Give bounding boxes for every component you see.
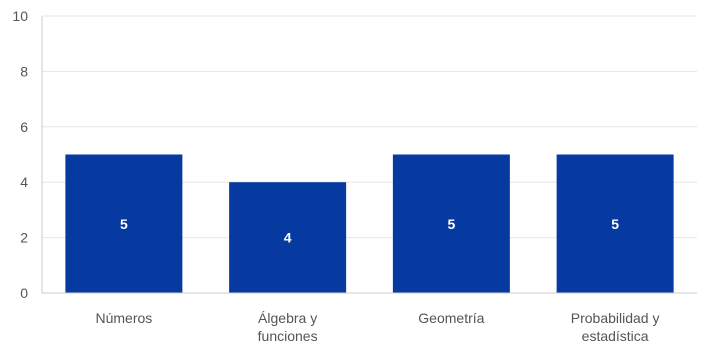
x-tick-label: Álgebra y funciones xyxy=(258,310,318,343)
x-tick-label-line: Geometría xyxy=(418,310,484,326)
data-labels: 5 4 5 5 xyxy=(120,216,619,246)
x-tick-label: Geometría xyxy=(418,310,484,326)
y-tick-label: 8 xyxy=(20,63,28,79)
y-tick-label: 4 xyxy=(20,174,28,190)
bar xyxy=(392,154,510,293)
x-tick-label: Números xyxy=(95,310,152,326)
bar xyxy=(229,182,347,293)
bar xyxy=(65,154,183,293)
y-tick-label: 0 xyxy=(20,285,28,301)
x-tick-label-line: Álgebra y xyxy=(258,310,317,326)
data-label: 5 xyxy=(611,216,619,232)
y-tick-label: 6 xyxy=(20,119,28,135)
data-label: 5 xyxy=(447,216,455,232)
axes xyxy=(41,16,697,294)
data-label: 4 xyxy=(284,230,292,246)
x-tick-label-line: Probabilidad y xyxy=(571,310,660,326)
y-tick-label: 10 xyxy=(12,8,28,24)
bars xyxy=(65,154,674,293)
data-label: 5 xyxy=(120,216,128,232)
y-axis-ticks: 0 2 4 6 8 10 xyxy=(12,8,28,301)
bar xyxy=(556,154,674,293)
x-tick-label-line: funciones xyxy=(258,328,318,343)
x-axis-labels: Números Álgebra y funciones Geometría Probab… xyxy=(95,310,659,343)
x-tick-label-line: estadística xyxy=(582,328,649,343)
x-tick-label: Probabilidad y estadística xyxy=(571,310,660,343)
x-tick-label-line: Números xyxy=(95,310,152,326)
y-tick-label: 2 xyxy=(20,230,28,246)
